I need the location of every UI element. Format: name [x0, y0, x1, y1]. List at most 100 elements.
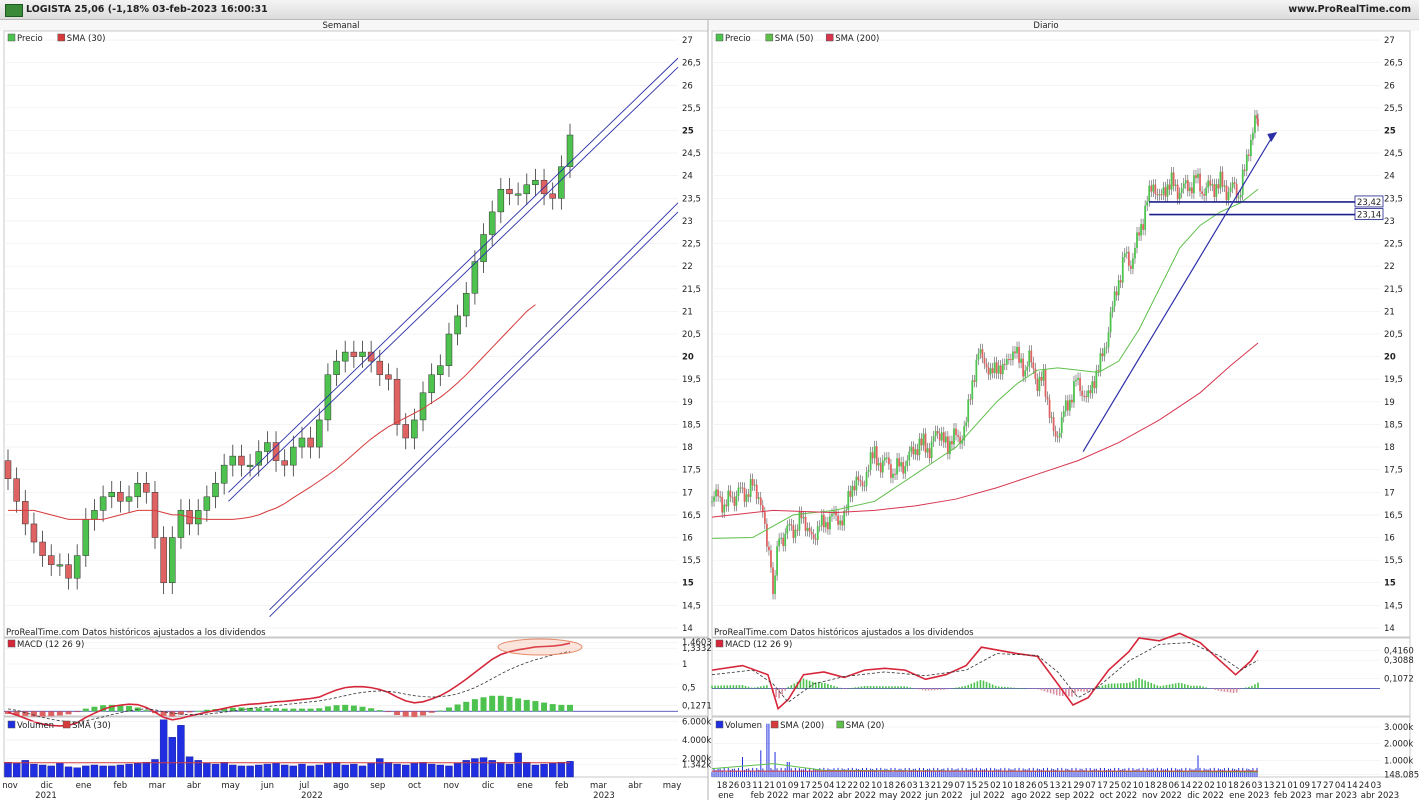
weekly-macd-histogram-bar [307, 708, 314, 712]
daily-x-tick-label: 18 [717, 781, 728, 791]
daily-x-tick-label: 05 [1038, 781, 1049, 791]
daily-x-tick-label: 17 [1097, 781, 1108, 791]
weekly-macd-histogram-bar [117, 705, 124, 712]
daily-macd-histogram-bar [949, 688, 951, 689]
daily-macd-histogram-bar [1028, 688, 1031, 689]
weekly-volume-bar [99, 765, 107, 778]
daily-candle [1201, 191, 1203, 194]
weekly-volume-bar [488, 760, 496, 778]
daily-macd-histogram-bar [921, 688, 924, 691]
daily-candle [1099, 353, 1102, 371]
daily-x-tick-label: 02 [859, 781, 870, 791]
daily-macd-histogram-bar [845, 688, 848, 689]
daily-support-label: 23,42 [1357, 198, 1381, 208]
weekly-volume-tick-label: 6.000k [682, 718, 711, 728]
daily-x-tick-label: 24 [1359, 781, 1370, 791]
weekly-macd-histogram-bar [515, 698, 522, 712]
daily-price-tick-label: 16,5 [1384, 511, 1403, 521]
daily-macd-histogram-bar [860, 686, 863, 689]
daily-month-label: abr 2023 [1361, 791, 1399, 801]
daily-candle [802, 517, 805, 519]
panel-frame [711, 716, 1411, 778]
daily-macd-histogram-bar [808, 680, 811, 689]
daily-x-tick-label: 10 [1133, 781, 1144, 791]
daily-x-tick-label: 28 [1157, 781, 1168, 791]
weekly-macd-histogram-bar [333, 705, 340, 712]
daily-price-tick-label: 21,5 [1384, 285, 1403, 295]
daily-x-tick-label: 07 [954, 781, 965, 791]
daily-candle [1018, 346, 1020, 363]
weekly-candle [488, 211, 496, 235]
daily-macd-histogram-bar [1226, 688, 1229, 693]
weekly-volume-bar [272, 762, 280, 778]
daily-macd-histogram-bar [714, 685, 716, 689]
weekly-volume-bar [229, 764, 237, 778]
weekly-macd-tick-label: 0,5 [682, 684, 696, 694]
weekly-volume-bar [159, 719, 168, 778]
daily-sma50-line [711, 188, 1259, 539]
weekly-x-tick-label: abr [187, 781, 202, 791]
daily-x-tick-label: 02 [1204, 781, 1215, 791]
daily-macd-histogram-bar [1208, 688, 1210, 689]
daily-macd-histogram-bar [1107, 683, 1110, 689]
daily-macd-histogram-bar [1214, 688, 1217, 690]
daily-candle [1007, 359, 1010, 361]
weekly-volume-bar [436, 764, 445, 778]
weekly-price-tick-label: 21,5 [682, 285, 701, 295]
weekly-macd-tick-label: 1,3332 [682, 644, 712, 654]
daily-macd-histogram-bar [1083, 688, 1085, 692]
daily-support-label: 23,14 [1357, 211, 1381, 221]
daily-candle [1103, 348, 1106, 357]
daily-candle [827, 522, 829, 530]
daily-macd-histogram-bar [1235, 688, 1238, 693]
daily-price-tick-label: 18,5 [1384, 420, 1403, 430]
weekly-volume-bar [315, 764, 323, 778]
daily-month-label: may 2022 [879, 791, 922, 801]
weekly-volume-bar [324, 762, 332, 778]
weekly-candle [298, 437, 306, 448]
daily-candle [1217, 184, 1220, 189]
daily-x-tick-label: 26 [895, 781, 906, 791]
daily-candle [924, 433, 927, 453]
daily-macd-histogram-bar [1104, 684, 1107, 689]
site-url[interactable]: www.ProRealTime.com [1288, 4, 1411, 15]
weekly-candle [117, 492, 124, 502]
weekly-volume-bar [177, 725, 185, 778]
daily-macd-histogram-bar [1007, 687, 1009, 689]
daily-macd-histogram-bar [988, 683, 991, 689]
daily-trend-arrow-line [1082, 134, 1274, 452]
daily-macd-histogram-bar [1037, 688, 1040, 690]
daily-month-label: feb 2023 [1274, 791, 1312, 801]
daily-macd-histogram-bar [830, 684, 832, 689]
daily-x-tick-label: 21 [1275, 781, 1286, 791]
weekly-macd-histogram-bar [221, 708, 228, 712]
daily-candle [1127, 251, 1130, 266]
weekly-macd-histogram-bar [298, 708, 305, 712]
daily-candle [753, 484, 756, 486]
daily-candle [1174, 184, 1177, 186]
weekly-macd-histogram-bar [385, 711, 392, 713]
weekly-candle [177, 510, 185, 538]
daily-candle [922, 433, 925, 446]
daily-macd-histogram-bar [1101, 685, 1104, 689]
daily-macd-histogram-bar [930, 688, 933, 691]
daily-candle [761, 505, 764, 513]
weekly-candle [203, 496, 211, 511]
daily-x-tick-label: 18 [883, 781, 894, 791]
daily-candle [829, 516, 831, 530]
daily-candle [751, 478, 754, 486]
daily-candle [818, 525, 821, 527]
daily-x-tick-label: 11 [752, 781, 763, 791]
weekly-candle [462, 293, 470, 317]
daily-candle [940, 432, 943, 441]
daily-candle [1068, 399, 1071, 411]
weekly-x-tick-label: jun [260, 781, 274, 791]
daily-candle [857, 476, 860, 481]
daily-candle [989, 368, 992, 375]
daily-candle [847, 490, 850, 510]
weekly-candle [22, 501, 29, 525]
weekly-candle [454, 315, 461, 335]
daily-candle [983, 357, 986, 364]
weekly-macd-histogram-bar [238, 707, 245, 712]
daily-candle [973, 380, 976, 382]
